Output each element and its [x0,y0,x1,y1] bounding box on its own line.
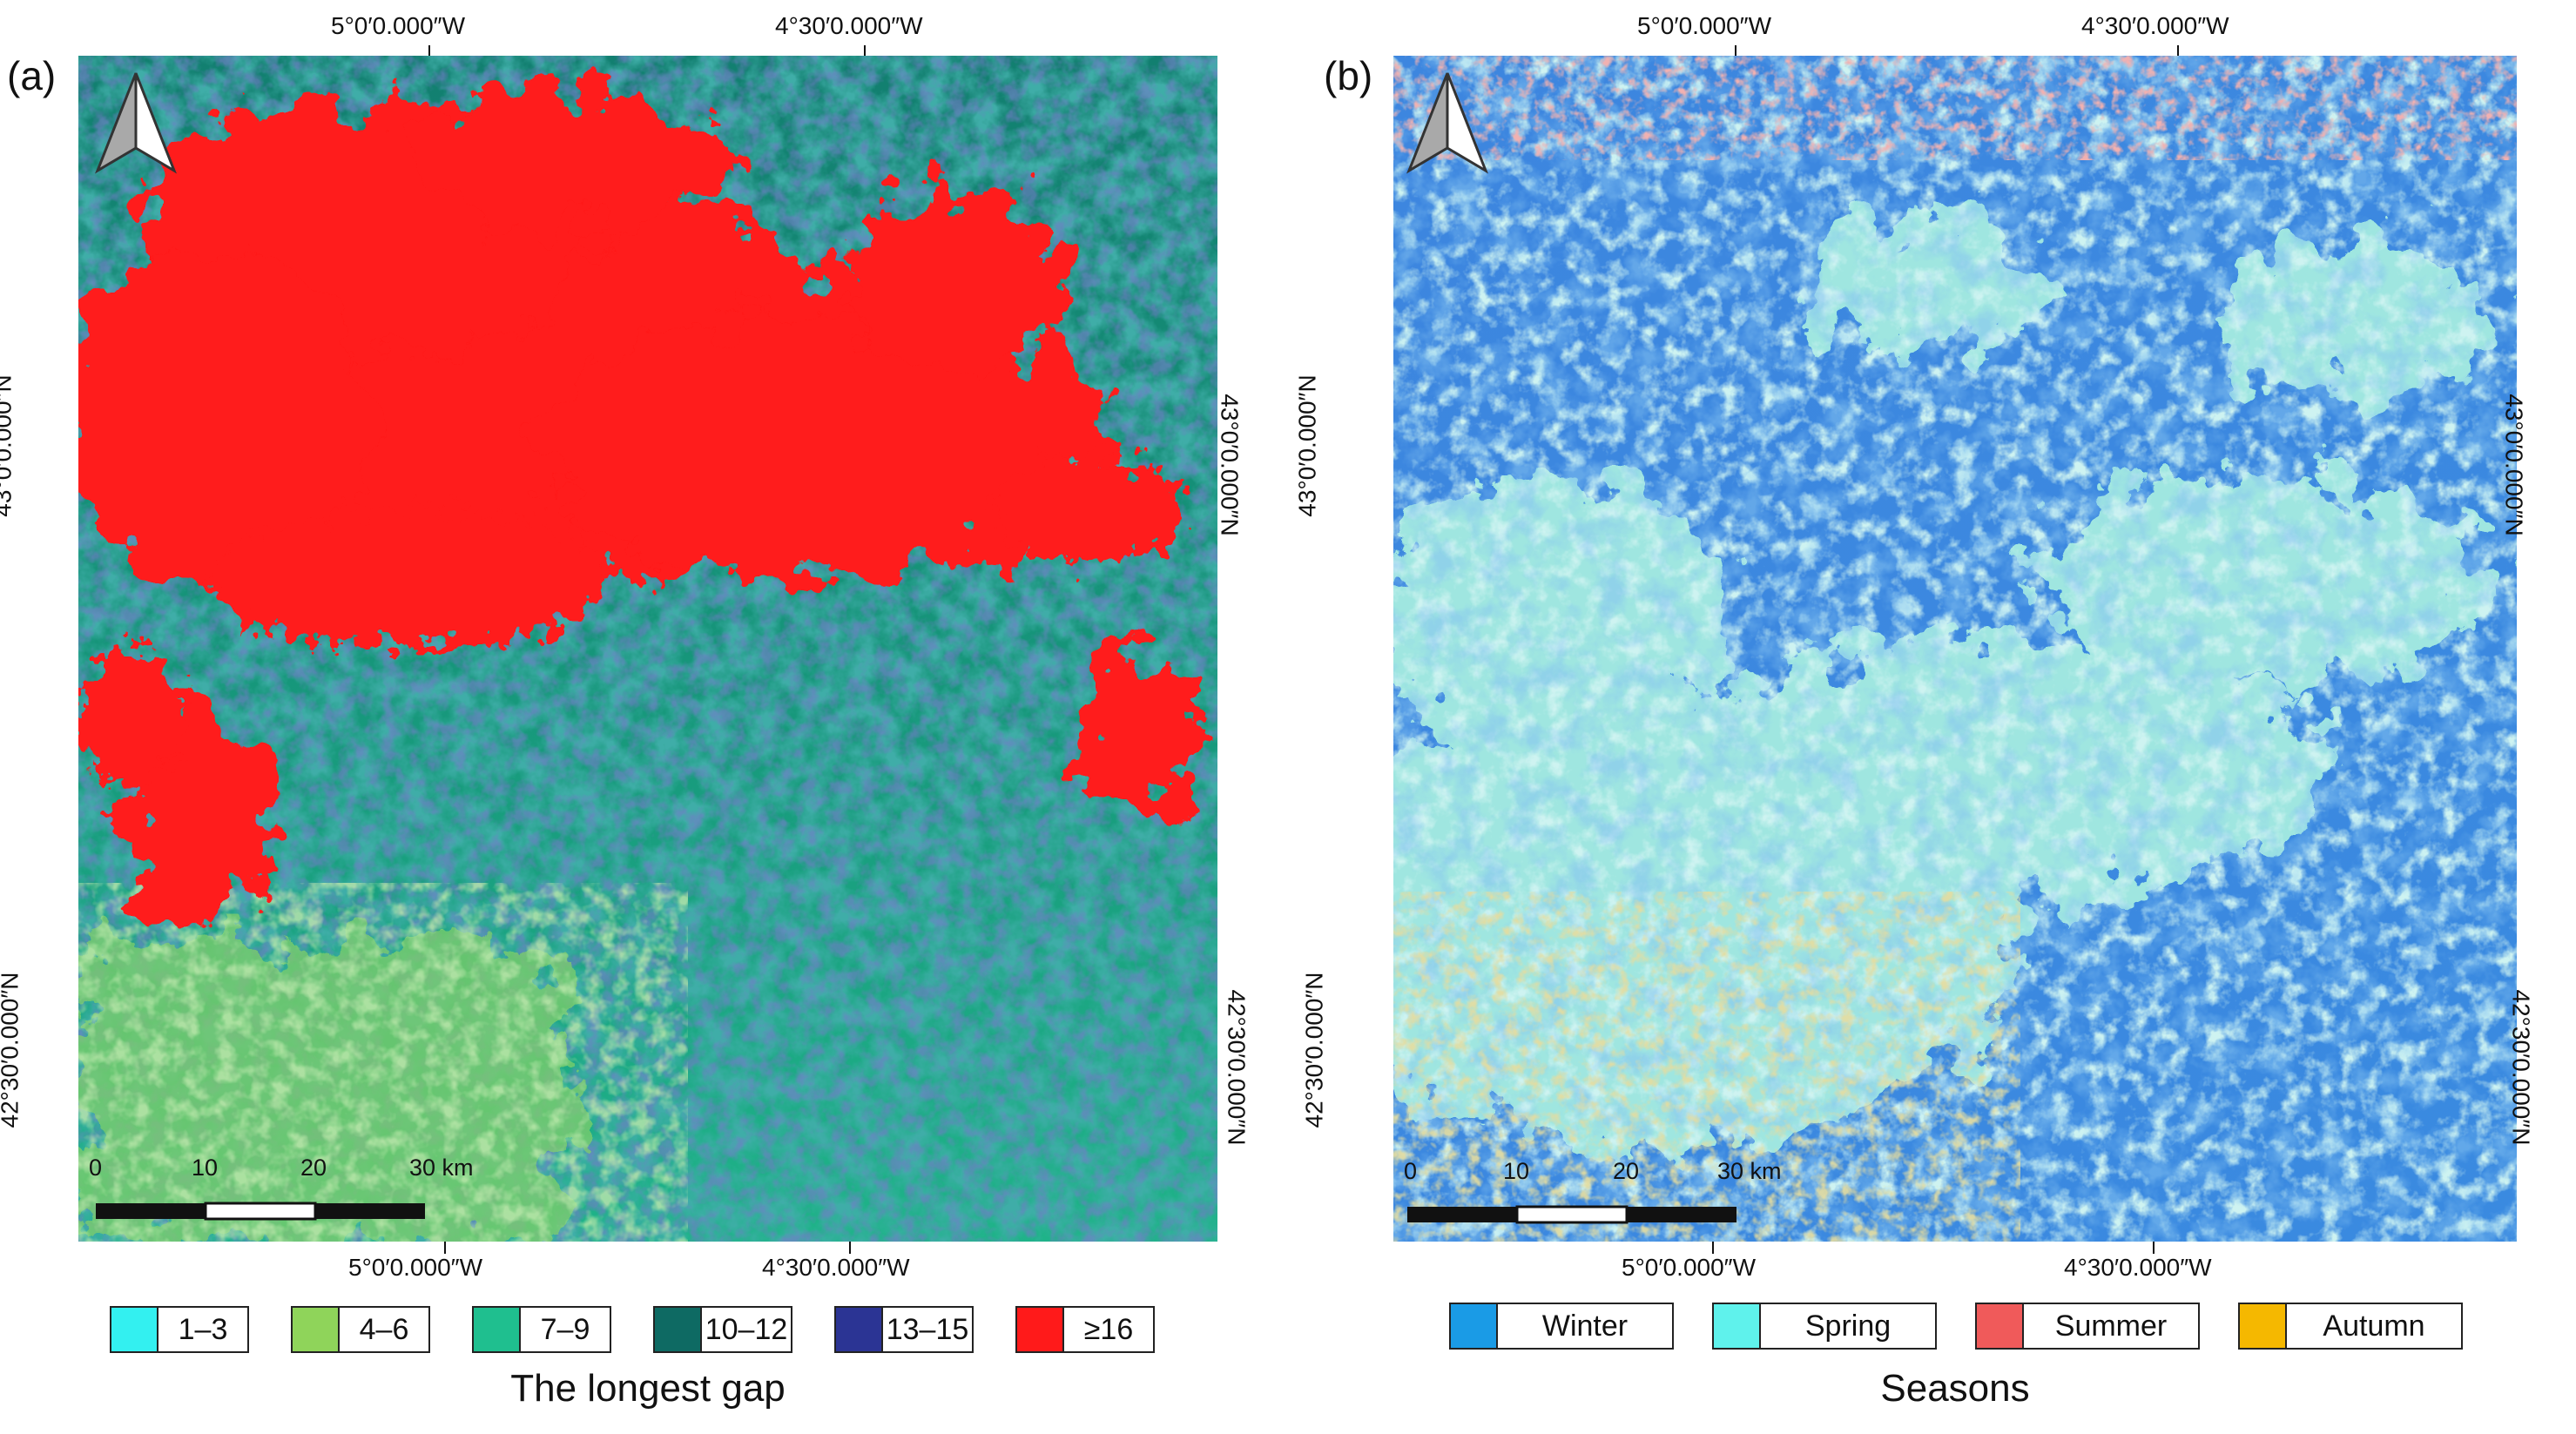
left-coord-a-1: 43°0′0.000″N [0,374,17,517]
scale-label: 30 km [1717,1158,1782,1184]
tick [444,1242,446,1254]
legend-item-b-3: Autumn [2238,1303,2463,1350]
legend-label: Autumn [2323,1309,2425,1343]
legend-item-a-1: 4–6 [291,1306,430,1353]
bottom-coord-b-2: 4°30′0.000″W [2064,1254,2212,1281]
legend-swatch [1451,1304,1498,1348]
caption-a: The longest gap [510,1367,786,1410]
panel-letter-b: (b) [1324,53,1373,98]
scale-bar [1407,1205,1736,1224]
scale-label: 10 [192,1155,219,1181]
map-longest-gap-raster [78,56,1217,1242]
legend-label: 10–12 [705,1312,788,1346]
scale-label: 20 [1613,1158,1640,1184]
legend-item-b-0: Winter [1449,1303,1674,1350]
legend-item-b-2: Summer [1975,1303,2200,1350]
right-coord-b-2: 42°30′0.000″N [2507,989,2535,1146]
tick [864,45,866,57]
legend-swatch [1714,1304,1761,1348]
top-coord-b-2: 4°30′0.000″W [2081,12,2229,39]
tick [849,1242,851,1254]
scale-bar [96,1202,425,1221]
top-coord-a-2: 4°30′0.000″W [775,12,923,39]
legend-item-a-4: 13–15 [834,1306,974,1353]
tick [2153,1242,2155,1254]
top-coord-b-1: 5°0′0.000″W [1637,12,1771,39]
panel-letter-a: (a) [7,53,57,98]
legend-label: 13–15 [886,1312,969,1346]
tick [428,45,430,57]
legend-swatch [111,1308,158,1351]
map-seasons [1393,56,2517,1242]
legend-swatch [2240,1304,2287,1348]
legend-item-a-0: 1–3 [110,1306,249,1353]
legend-label: 7–9 [540,1312,590,1346]
scale-label: 0 [1404,1158,1418,1184]
right-coord-a-1: 43°0′0.000″N [1216,394,1244,536]
legend-swatch [1017,1308,1064,1351]
bottom-coord-a-2: 4°30′0.000″W [762,1254,910,1281]
legend-item-a-3: 10–12 [653,1306,792,1353]
tick [1735,45,1736,57]
legend-swatch [655,1308,702,1351]
left-coord-b-1: 43°0′0.000″N [1293,374,1321,517]
legend-swatch [293,1308,340,1351]
bottom-coord-a-1: 5°0′0.000″W [348,1254,482,1281]
north-arrow-icon [95,72,177,174]
legend-label: Summer [2054,1309,2168,1343]
legend-swatch [474,1308,521,1351]
legend-swatch [836,1308,883,1351]
legend-item-a-5: ≥16 [1015,1306,1155,1353]
legend-label: 1–3 [178,1312,228,1346]
legend-label: ≥16 [1083,1312,1134,1346]
legend-item-a-2: 7–9 [472,1306,611,1353]
caption-b: Seasons [1880,1367,2030,1410]
tick [2177,45,2179,57]
scale-label: 30 km [409,1155,474,1181]
legend-label: Winter [1541,1309,1629,1343]
right-coord-b-1: 43°0′0.000″N [2500,394,2528,536]
legend-swatch [1977,1304,2024,1348]
top-coord-a-1: 5°0′0.000″W [331,12,465,39]
scale-label: 20 [300,1155,327,1181]
left-coord-b-2: 42°30′0.000″N [1300,972,1328,1128]
map-longest-gap [78,56,1217,1242]
legend-label: Spring [1804,1309,1892,1343]
map-seasons-raster [1393,56,2517,1242]
scale-label: 10 [1503,1158,1530,1184]
legend-item-b-1: Spring [1712,1303,1937,1350]
left-coord-a-2: 42°30′0.000″N [0,972,24,1128]
right-coord-a-2: 42°30′0.000″N [1223,989,1251,1146]
tick [1712,1242,1714,1254]
legend-label: 4–6 [359,1312,409,1346]
bottom-coord-b-1: 5°0′0.000″W [1622,1254,1756,1281]
scale-label: 0 [89,1155,103,1181]
north-arrow-icon [1406,72,1488,174]
